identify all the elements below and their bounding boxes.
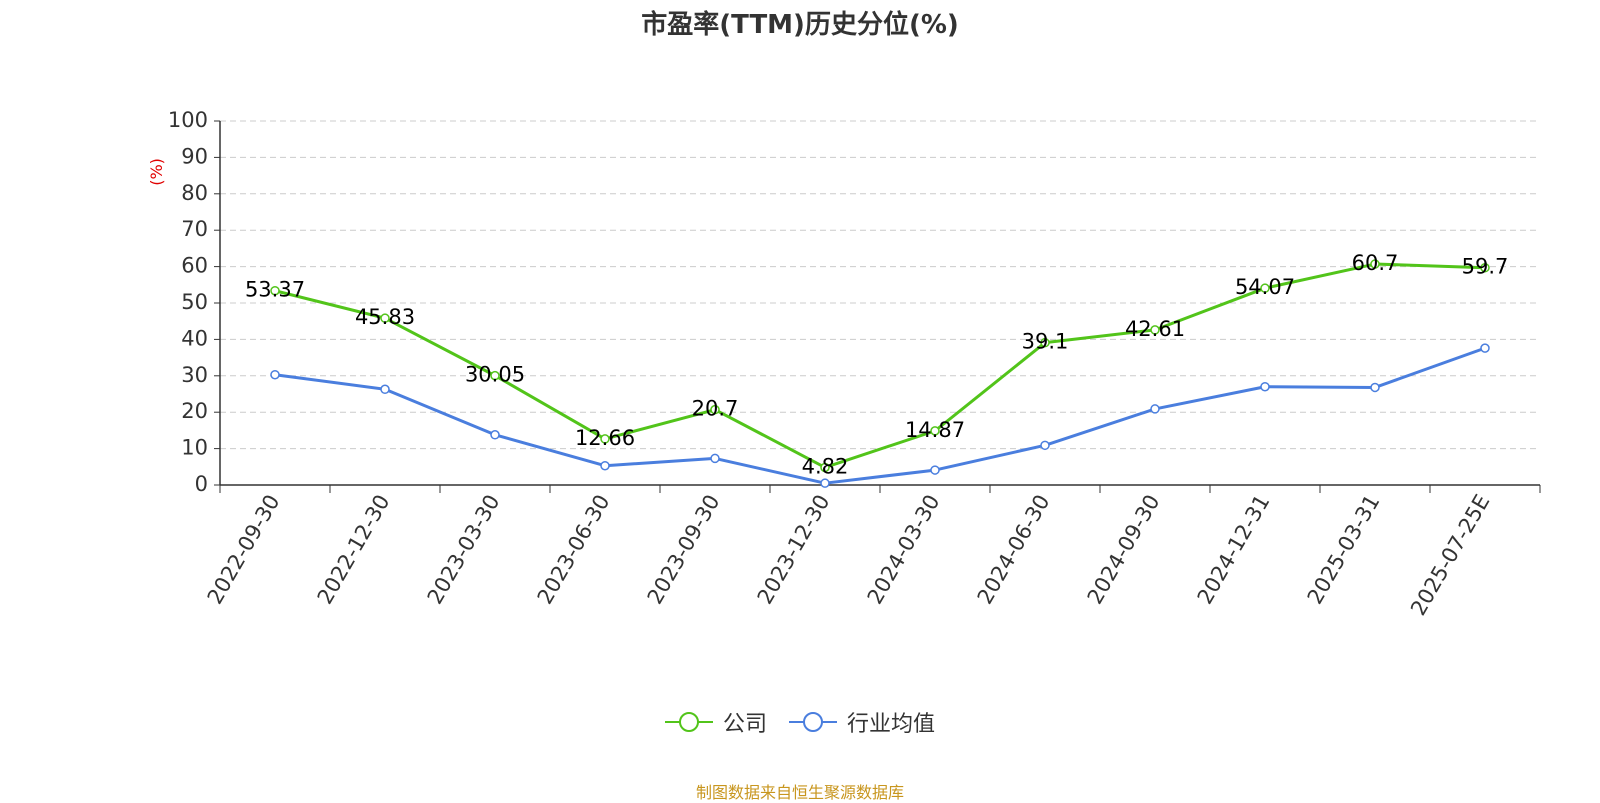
chart-title: 市盈率(TTM)历史分位(%) (641, 10, 959, 40)
data-label: 14.87 (905, 418, 965, 442)
data-point-industry (490, 430, 500, 440)
series-line-company (274, 262, 1486, 469)
legend: 公司 行业均值 (0, 706, 1600, 738)
y-tick-label: 80 (181, 181, 208, 205)
y-tick-label: 100 (168, 108, 208, 132)
data-label: 60.7 (1352, 251, 1399, 275)
legend-item-company[interactable]: 公司 (664, 706, 767, 738)
y-tick-label: 30 (181, 363, 208, 387)
data-point-industry (270, 369, 280, 380)
y-tick-label: 10 (181, 436, 208, 460)
data-label: 12.66 (575, 426, 635, 450)
y-tick-label: 20 (181, 399, 208, 423)
y-axis-label: (%) (147, 158, 166, 186)
grid (220, 120, 1540, 450)
source-note: 制图数据来自恒生聚源数据库 (695, 783, 904, 802)
data-point-industry (1150, 404, 1160, 414)
data-point-industry (1370, 382, 1380, 393)
x-tick-label: 2025-03-31 (1303, 491, 1385, 609)
data-point-company (1480, 262, 1490, 273)
data-point-industry (1480, 343, 1490, 353)
x-tick-label: 2024-03-30 (863, 491, 945, 609)
x-tick-label: 2022-09-30 (203, 491, 285, 609)
data-point-industry (710, 453, 720, 464)
data-point-company (710, 404, 720, 415)
legend-marker-industry (789, 712, 837, 732)
legend-label-company: 公司 (722, 712, 767, 737)
data-label: 45.83 (355, 305, 415, 329)
x-tick-label: 2025-07-25E (1406, 491, 1494, 620)
y-tick-label: 0 (195, 472, 208, 496)
data-point-industry (1040, 440, 1050, 451)
data-point-company (270, 285, 280, 296)
data-label: 39.1 (1022, 330, 1069, 354)
data-point-company (1040, 337, 1050, 348)
data-point-industry (380, 384, 390, 395)
data-label: 4.82 (802, 454, 849, 478)
data-label: 30.05 (465, 363, 525, 387)
axes: 0 10 20 30 40 50 60 70 80 90 100 (%) 2022-09-30 2022-… (147, 108, 1541, 620)
x-tick-label: 2023-12-30 (753, 491, 835, 609)
line-chart: 0 10 20 30 40 50 60 70 80 90 100 (%) 2022-09-30 2022-… (147, 108, 1541, 620)
y-tick-label: 90 (181, 144, 208, 168)
legend-item-industry[interactable]: 行业均值 (789, 706, 935, 738)
data-point-company (600, 434, 610, 444)
data-label: 20.7 (692, 397, 739, 421)
data-point-industry (600, 460, 610, 471)
y-tick-label: 50 (181, 290, 208, 314)
x-tick-label: 2024-09-30 (1083, 491, 1165, 609)
x-tick-label: 2024-12-31 (1193, 491, 1275, 609)
y-tick-label: 40 (181, 326, 208, 350)
data-label: 53.37 (245, 278, 305, 302)
x-tick-label: 2024-06-30 (973, 491, 1055, 609)
y-tick-label: 60 (181, 254, 208, 278)
data-point-company (1370, 259, 1380, 269)
x-tick-label: 2023-09-30 (643, 491, 725, 609)
data-point-industry (930, 465, 940, 475)
data-label: 59.7 (1462, 255, 1509, 279)
legend-label-industry: 行业均值 (847, 712, 936, 737)
data-point-industry (1260, 381, 1270, 392)
data-point-company (490, 370, 500, 381)
data-point-company (380, 313, 390, 323)
data-point-company (1150, 325, 1160, 335)
data-label: 54.07 (1235, 275, 1295, 299)
data-point-company (820, 462, 830, 473)
x-tick-label: 2023-06-30 (533, 491, 615, 609)
data-point-industry (820, 478, 830, 488)
data-label: 42.61 (1125, 317, 1185, 341)
data-point-company (1260, 283, 1270, 293)
data-point-company (930, 426, 940, 436)
series (270, 259, 1490, 488)
x-tick-label: 2023-03-30 (423, 491, 505, 609)
series-line-industry (274, 346, 1486, 485)
y-tick-label: 70 (181, 217, 208, 241)
legend-marker-company (664, 712, 713, 732)
data-labels: 53.37 45.83 30.05 12.66 20.7 4.82 14.87 39.1 42.… (245, 251, 1508, 478)
x-tick-label: 2022-12-30 (313, 491, 395, 609)
